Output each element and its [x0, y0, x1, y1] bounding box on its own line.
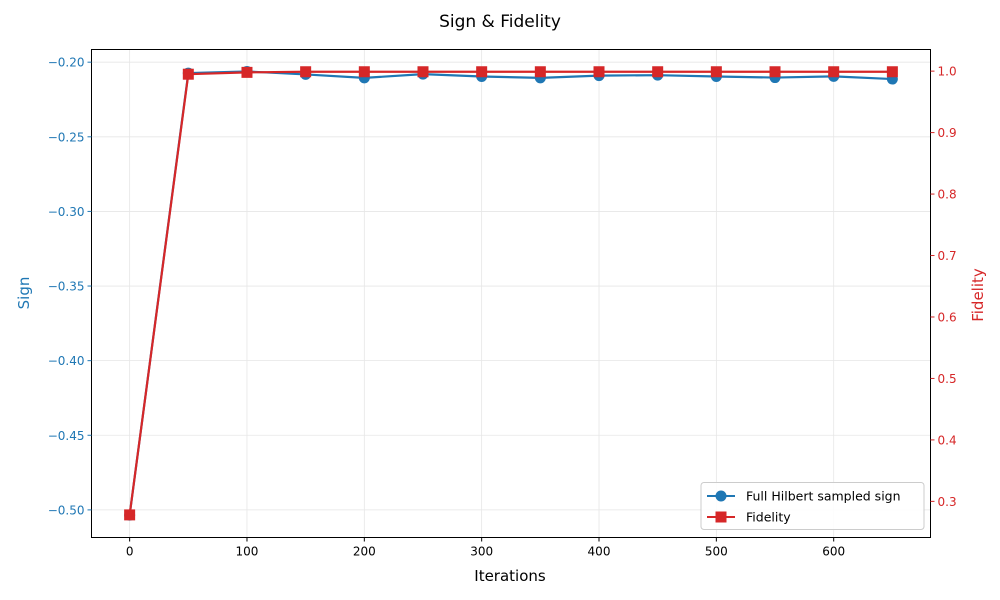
x-tick-label: 100 — [236, 545, 259, 559]
right-y-tick-label: 0.8 — [938, 188, 957, 202]
legend-marker-fidelity — [715, 511, 727, 523]
legend-label-fidelity: Fidelity — [746, 510, 791, 525]
data-point-fidelity — [593, 66, 605, 78]
data-point-fidelity — [886, 66, 898, 78]
data-point-fidelity — [124, 509, 136, 521]
left-y-tick-label: −0.50 — [48, 503, 85, 517]
legend-marker-sign — [715, 490, 727, 502]
legend-box — [700, 482, 925, 530]
data-point-fidelity — [710, 66, 722, 78]
right-y-tick-label: 0.9 — [938, 126, 957, 140]
series-layer — [124, 65, 898, 521]
left-y-tick-label: −0.30 — [48, 205, 85, 219]
right-y-tick-label: 0.6 — [938, 310, 957, 324]
left-y-tick-label: −0.20 — [48, 56, 85, 70]
x-tick-label: 600 — [822, 545, 845, 559]
right-y-tick-label: 1.0 — [938, 65, 957, 79]
series-line-sign — [128, 70, 893, 516]
x-axis-ticks: 0 100 200 300 400 500 600 — [126, 537, 845, 559]
x-tick-label: 500 — [705, 545, 728, 559]
data-point-fidelity — [828, 66, 840, 78]
legend-label-sign: Full Hilbert sampled sign — [746, 489, 901, 504]
data-point-fidelity — [182, 68, 194, 80]
chart-title: Sign & Fidelity — [439, 12, 561, 32]
data-point-fidelity — [417, 66, 429, 78]
left-y-tick-label: −0.25 — [48, 130, 85, 144]
legend: Full Hilbert sampled sign Fidelity — [700, 482, 925, 530]
right-y-tick-label: 0.7 — [938, 249, 957, 263]
data-point-fidelity — [534, 66, 546, 78]
left-y-tick-label: −0.45 — [48, 429, 85, 443]
data-point-fidelity — [476, 66, 488, 78]
right-y-axis-ticks: 0.3 0.4 0.5 0.6 0.7 0.8 0.9 1.0 — [930, 65, 957, 509]
data-point-fidelity — [300, 66, 312, 78]
right-y-axis-label: Fidelity — [969, 268, 987, 322]
left-y-tick-label: −0.35 — [48, 280, 85, 294]
series-line-fidelity — [128, 70, 893, 516]
x-tick-label: 400 — [588, 545, 611, 559]
right-y-tick-label: 0.3 — [938, 495, 957, 509]
data-point-fidelity — [358, 66, 370, 78]
left-y-axis-ticks: −0.20 −0.25 −0.30 −0.35 −0.40 −0.45 −0.50 — [48, 56, 92, 517]
right-y-tick-label: 0.4 — [938, 433, 957, 447]
plot-area-frame — [91, 49, 931, 538]
x-tick-label: 0 — [126, 545, 134, 559]
x-axis-label: Iterations — [474, 567, 546, 585]
data-point-fidelity — [241, 66, 253, 78]
data-point-fidelity — [769, 66, 781, 78]
left-y-axis-label: Sign — [15, 277, 33, 310]
x-tick-label: 200 — [353, 545, 376, 559]
right-y-tick-label: 0.5 — [938, 372, 957, 386]
data-point-fidelity — [652, 66, 664, 78]
grid-lines — [91, 49, 931, 538]
left-y-tick-label: −0.40 — [48, 354, 85, 368]
x-tick-label: 300 — [470, 545, 493, 559]
